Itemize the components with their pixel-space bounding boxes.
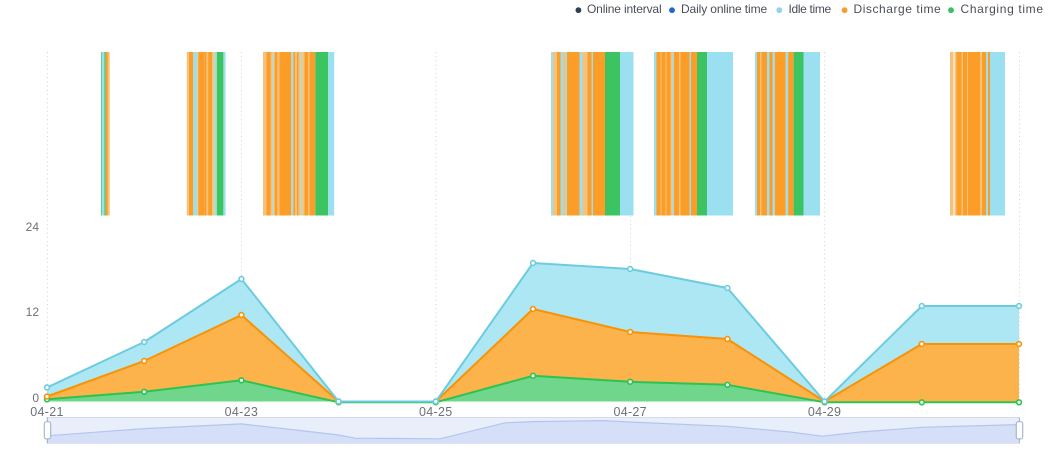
svg-text:04-23: 04-23 [225,405,258,419]
svg-text:12: 12 [26,305,40,319]
svg-text:Daily online time: Daily online time [681,2,767,16]
svg-text:04-21: 04-21 [30,405,63,419]
svg-text:04-25: 04-25 [419,405,452,419]
svg-text:04-27: 04-27 [613,405,646,419]
svg-text:Online interval: Online interval [587,2,661,16]
svg-text:04-29: 04-29 [808,405,841,419]
svg-text:24: 24 [26,220,40,234]
svg-text:Discharge time: Discharge time [854,2,942,16]
svg-text:Idle time: Idle time [789,2,832,16]
svg-text:Charging time: Charging time [961,2,1044,16]
svg-text:0: 0 [32,391,39,405]
